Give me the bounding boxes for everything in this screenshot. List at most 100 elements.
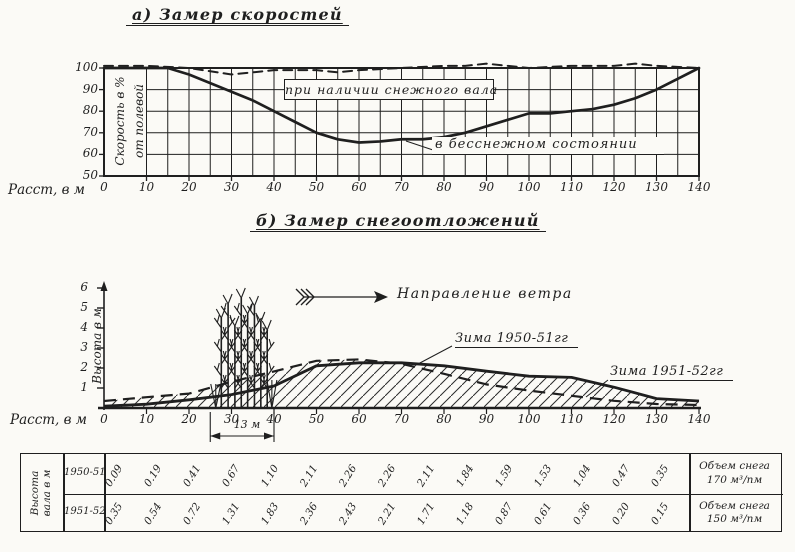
chart-a-series-dashed bbox=[103, 62, 700, 76]
chart-a-x-tick-label: 100 bbox=[517, 180, 541, 194]
table-cell-value: 2.26 bbox=[375, 462, 399, 489]
table-cell-value: 0.47 bbox=[609, 462, 633, 489]
table-cell-value: 0.67 bbox=[219, 462, 243, 489]
table-grid-line bbox=[63, 493, 783, 495]
winter-1951-52-label-leader bbox=[585, 379, 609, 398]
chart-b-x-tick-label: 40 bbox=[266, 412, 282, 426]
table-cell-value: 1.84 bbox=[453, 462, 477, 489]
chart-a-title-text: а) Замер скоростей bbox=[132, 5, 343, 24]
chart-b-x-tick-label: 130 bbox=[645, 412, 668, 426]
chart-a-y-tick-label: 100 bbox=[75, 60, 98, 74]
table-cell-value: 0.72 bbox=[180, 500, 204, 527]
chart-b-x-tick-label: 110 bbox=[560, 412, 583, 426]
chart-b-x-tick-label: 140 bbox=[687, 412, 711, 426]
table-cell-value: 0.41 bbox=[180, 462, 204, 489]
table-row-label: 1951-52 bbox=[64, 506, 106, 518]
wind-direction-label: Направление ветра bbox=[397, 286, 573, 302]
chart-a-solid-label-leader bbox=[405, 140, 434, 151]
table-volume-note: Объем снега 150 м³/пм bbox=[689, 495, 780, 532]
table-cell-value: 0.87 bbox=[492, 500, 516, 527]
chart-a-dashed-series-label: при наличии снежного вала bbox=[284, 79, 497, 100]
chart-a-x-tick-label: 30 bbox=[223, 180, 240, 194]
chart-a-x-tick-label: 110 bbox=[560, 180, 583, 194]
chart-b-x-tick-label: 100 bbox=[517, 412, 541, 426]
table-cell-value: 2.11 bbox=[414, 462, 438, 489]
chart-b-y-tick-label: 2 bbox=[80, 360, 88, 374]
table-cell-value: 1.31 bbox=[219, 500, 243, 527]
chart-b-x-tick-label: 30 bbox=[223, 412, 240, 426]
chart-a-x-tick-label: 50 bbox=[308, 180, 325, 194]
table-volume-note: Объем снега 170 м³/пм bbox=[689, 454, 780, 494]
table-cell-value: 0.15 bbox=[648, 500, 672, 527]
table-volume-note-line: 170 м³/пм bbox=[706, 473, 763, 486]
chart-a-y-tick-label: 50 bbox=[82, 168, 98, 182]
table-cell-value: 2.43 bbox=[336, 500, 360, 527]
table-cell-value: 2.26 bbox=[336, 462, 360, 489]
winter-1951-52-series-label: Зима 1951-52гг bbox=[610, 364, 734, 381]
chart-b-title: б) Замер снегоотложений bbox=[250, 211, 546, 232]
chart-b-x-tick-label: 70 bbox=[393, 412, 410, 426]
chart-a-x-tick-label: 140 bbox=[687, 180, 711, 194]
chart-a-series-solid bbox=[102, 66, 701, 144]
chart-a-y-tick-label: 90 bbox=[82, 81, 98, 96]
snow-height-table: Высота вала в м 1950-51 0.09 0.19 0.41 0.67 1.1… bbox=[20, 453, 783, 532]
chart-a-y-tick-label: 60 bbox=[82, 146, 98, 161]
chart-a-x-tick-label: 10 bbox=[138, 180, 155, 194]
chart-b-x-tick-label: 60 bbox=[351, 412, 367, 426]
chart-b-y-tick-label: 4 bbox=[80, 320, 88, 334]
table-corner-header: Высота вала в м bbox=[29, 455, 55, 531]
chart-a-y-axis-label-line1: Скорость в % bbox=[113, 76, 127, 166]
chart-b-x-tick-label: 50 bbox=[308, 412, 325, 426]
table-cell-value: 0.20 bbox=[609, 500, 633, 527]
chart-b-y-axis-label: Высота в м bbox=[90, 308, 104, 384]
winter-1950-51-label-leader bbox=[417, 345, 453, 365]
chart-b-x-tick-label: 80 bbox=[436, 412, 452, 426]
chart-a-x-tick-label: 40 bbox=[266, 180, 282, 194]
table-grid-line bbox=[689, 454, 691, 531]
table-volume-note-line: 150 м³/пм bbox=[706, 513, 763, 526]
table-volume-note-line: Объем снега bbox=[699, 460, 770, 473]
table-cell-value: 2.36 bbox=[297, 500, 321, 527]
chart-b-x-tick-label: 20 bbox=[181, 412, 197, 426]
table-cell-value: 0.54 bbox=[141, 500, 165, 527]
chart-a-x-tick-label: 80 bbox=[436, 180, 452, 194]
table-cell-value: 1.18 bbox=[453, 500, 477, 527]
table-grid-line bbox=[104, 454, 106, 531]
chart-a-x-tick-label: 70 bbox=[393, 180, 410, 194]
tree-belt-illustration bbox=[210, 287, 278, 409]
table-cell-value: 0.35 bbox=[648, 462, 672, 489]
chart-a-y-tick-label: 70 bbox=[82, 124, 98, 139]
chart-b-y-tick-label: 3 bbox=[80, 340, 88, 354]
table-cell-value: 1.10 bbox=[258, 462, 282, 489]
chart-b-x-tick-label: 120 bbox=[602, 412, 626, 426]
table-cell-value: 1.59 bbox=[492, 462, 516, 489]
chart-b-y-tick-label: 6 bbox=[80, 280, 88, 294]
table-cell-value: 2.11 bbox=[297, 462, 321, 489]
table-cell-value: 0.35 bbox=[102, 500, 126, 527]
chart-b-title-text: б) Замер снегоотложений bbox=[256, 211, 540, 230]
chart-b-y-tick-label: 1 bbox=[80, 380, 88, 394]
tree-belt-width-label: 13 м bbox=[233, 418, 261, 431]
table-cell-value: 0.09 bbox=[102, 462, 126, 489]
table-cell-value: 0.36 bbox=[570, 500, 594, 527]
table-corner-header-line: вала в м bbox=[41, 469, 54, 517]
chart-b-x-tick-label: 90 bbox=[478, 412, 495, 426]
chart-a-x-tick-label: 0 bbox=[100, 180, 108, 194]
chart-a-x-tick-label: 20 bbox=[181, 180, 197, 194]
table-cell-value: 1.04 bbox=[570, 462, 594, 489]
table-row-label: 1950-51 bbox=[64, 466, 106, 478]
snow-area-hatching bbox=[104, 359, 699, 407]
table-cell-value: 1.71 bbox=[414, 500, 438, 527]
chart-b-series-dashed bbox=[103, 358, 700, 407]
chart-b-x-axis-label: Расст, в м bbox=[10, 412, 87, 428]
chart-a-y-axis-label-line2: от полевой bbox=[132, 83, 146, 159]
wind-direction-arrow bbox=[295, 288, 388, 306]
tree-belt-dimension bbox=[209, 412, 275, 442]
chart-a-x-axis-label: Расст, в м bbox=[8, 182, 85, 198]
table-volume-note-line: Объем снега bbox=[699, 499, 770, 512]
table-grid-line bbox=[63, 454, 65, 531]
table-cell-value: 1.83 bbox=[258, 500, 282, 527]
table-cell-value: 0.61 bbox=[531, 500, 555, 527]
